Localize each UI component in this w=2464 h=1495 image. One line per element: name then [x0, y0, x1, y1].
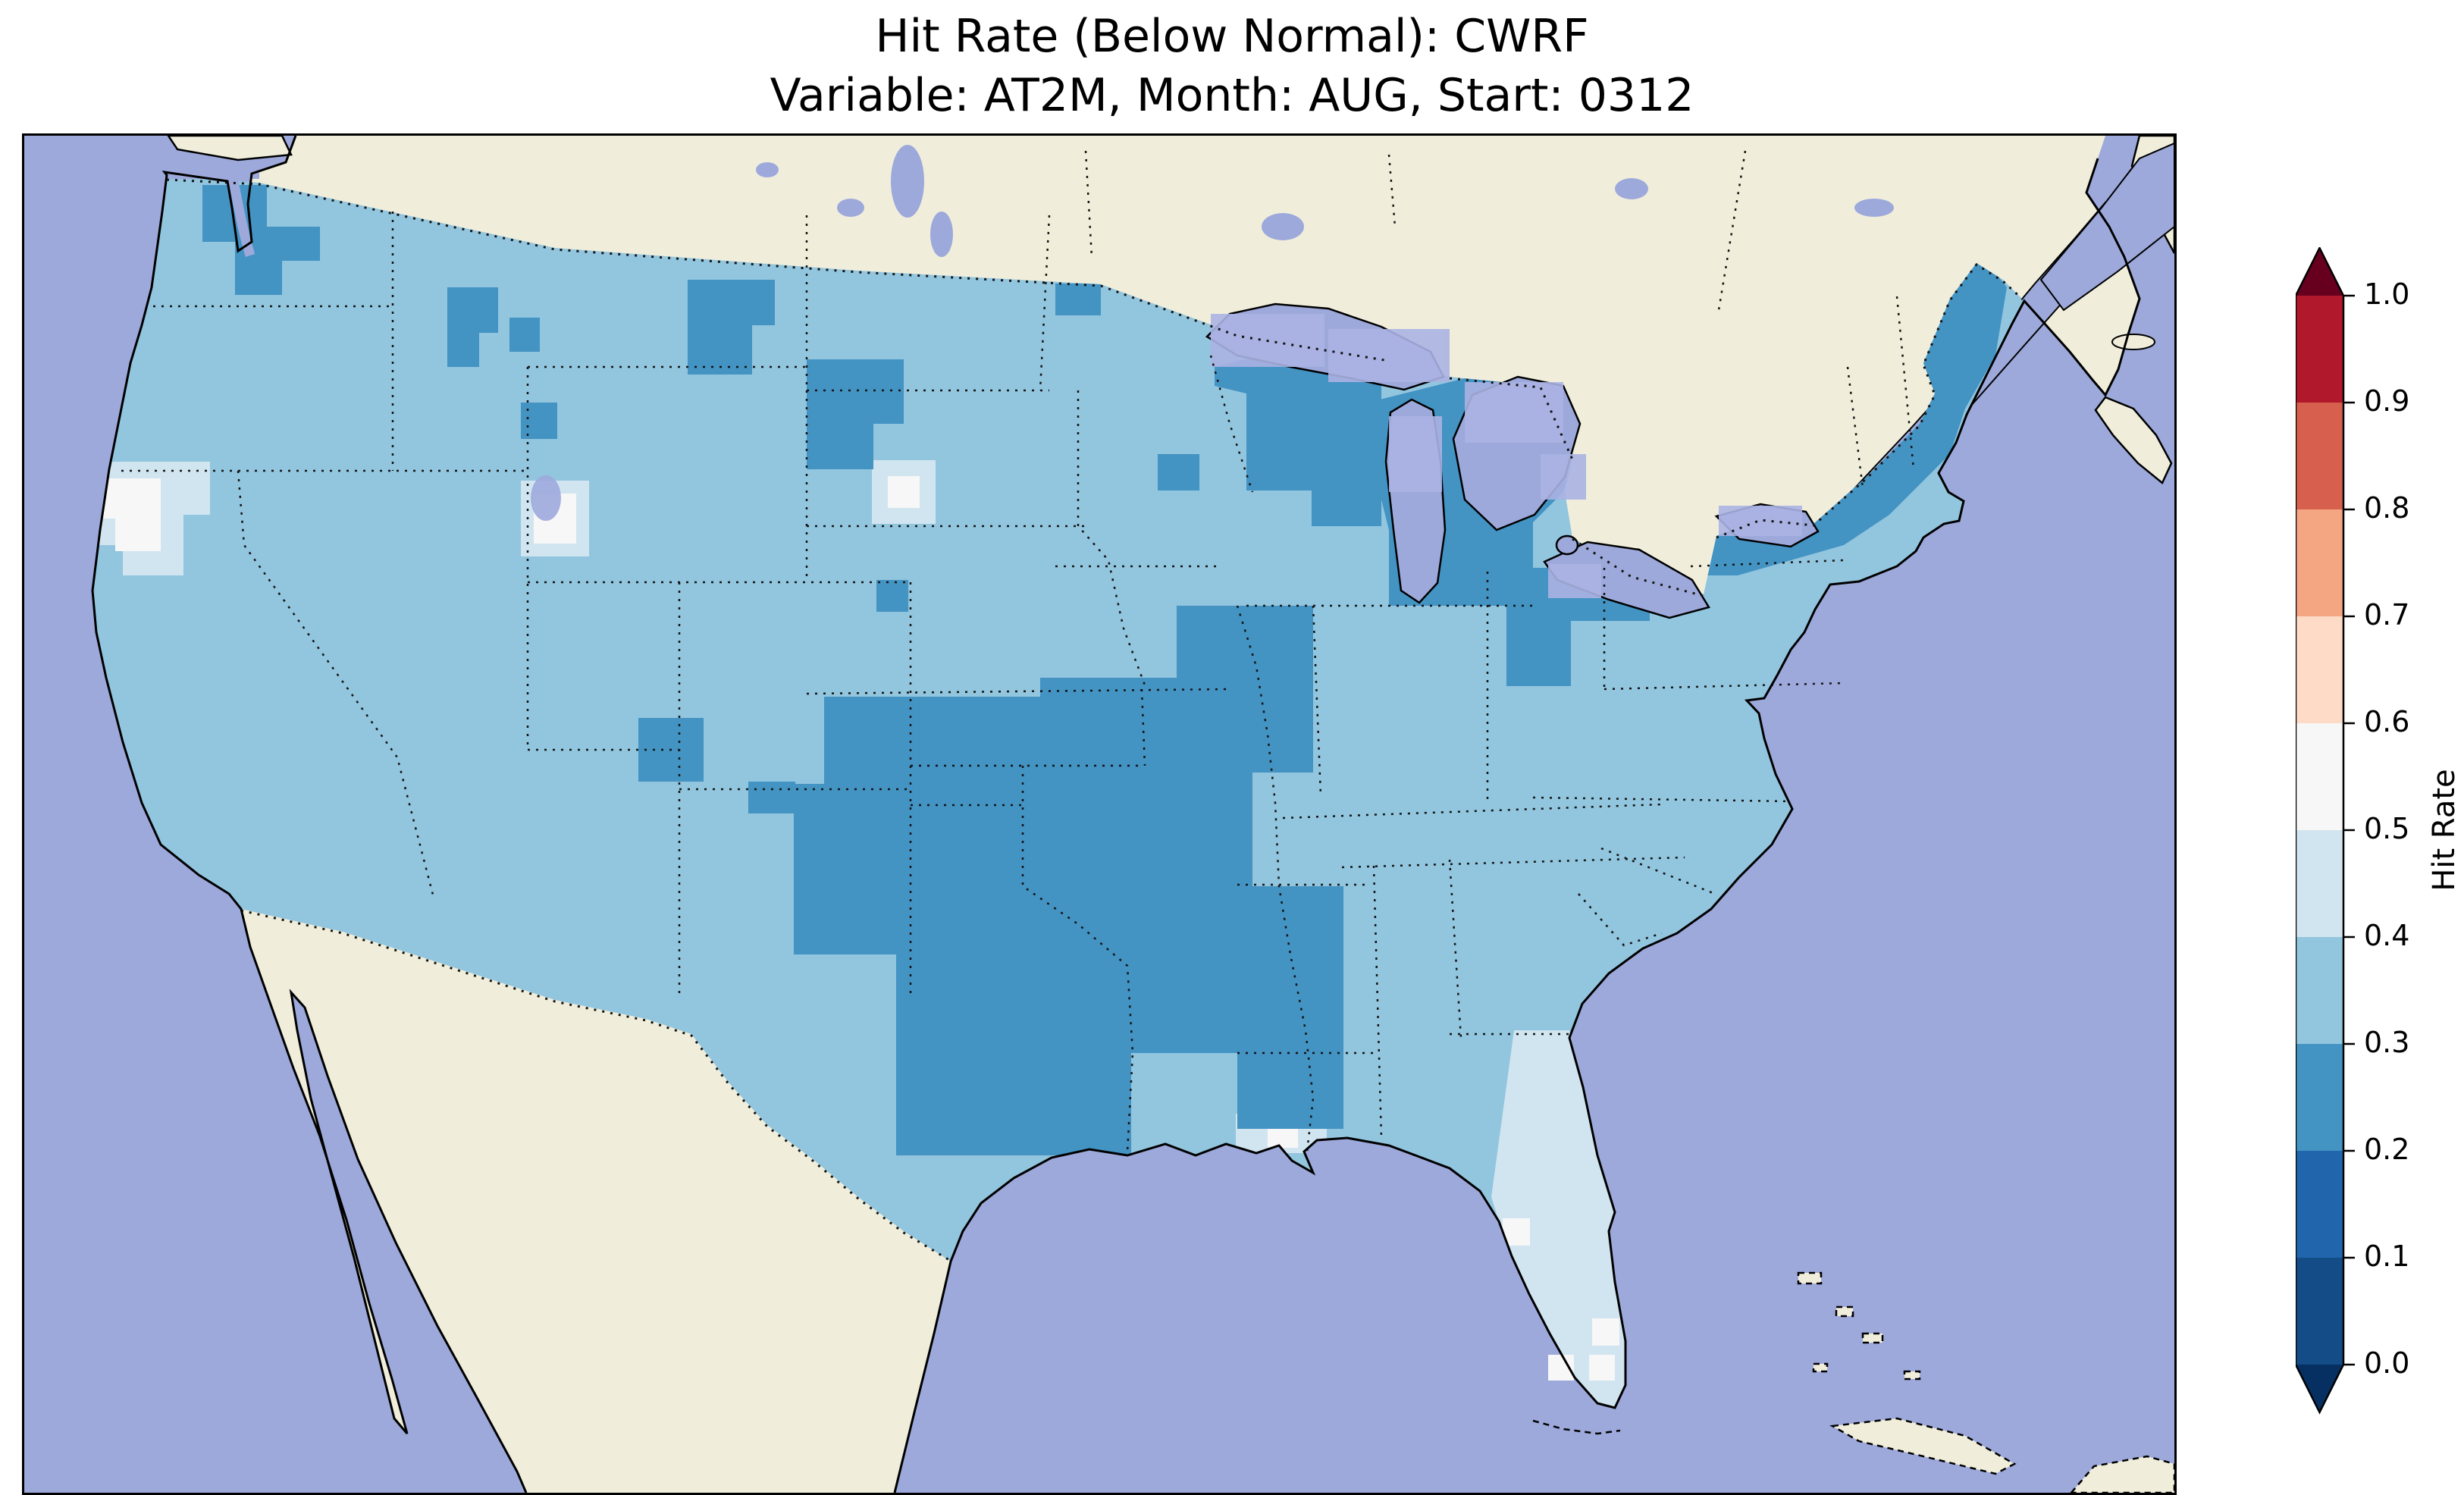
bahamas-island — [1812, 1362, 1829, 1373]
hit-rate-cell-white — [888, 476, 920, 508]
colorbar-bin — [2296, 1151, 2343, 1258]
us-hit-rate-map — [24, 136, 2174, 1493]
coastline-east — [893, 158, 2141, 1493]
hispaniola-edge — [2070, 1455, 2174, 1493]
hit-rate-patch-florida-light — [1491, 1030, 1625, 1408]
colorbar-tick-label: 0.4 — [2364, 919, 2410, 952]
hit-rate-cell-dark — [521, 403, 557, 439]
great-salt-lake — [531, 475, 561, 521]
colorbar-axis-label: Hit Rate — [2427, 769, 2462, 892]
bahamas-island — [1835, 1305, 1854, 1318]
coastline-west — [91, 136, 528, 1493]
st-lawrence-estuary — [2039, 142, 2174, 312]
hit-rate-cell-dark — [1158, 454, 1199, 490]
colorbar-tick-label: 0.6 — [2364, 705, 2410, 738]
colorbar-bin — [2296, 830, 2343, 937]
colorbar — [2296, 247, 2355, 1415]
map-axes-frame — [22, 133, 2177, 1495]
colorbar-tick-label: 0.7 — [2364, 598, 2410, 632]
hit-rate-patch-dakotas — [807, 359, 904, 469]
colorbar-tick-label: 0.2 — [2364, 1133, 2410, 1166]
cuba — [1829, 1417, 2017, 1475]
chart-subtitle: Variable: AT2M, Month: AUG, Start: 0312 — [770, 69, 1694, 122]
hit-rate-cell-white — [1592, 1318, 1619, 1346]
hit-rate-patch-southern-plains — [794, 606, 1343, 1155]
hit-rate-patch-idaho — [447, 287, 498, 367]
colorbar-bin — [2296, 403, 2343, 509]
bahamas-island — [1797, 1271, 1823, 1285]
prince-edward-island — [2111, 334, 2155, 350]
colorbar-tick-label: 0.0 — [2364, 1346, 2410, 1380]
hit-rate-cell-dark — [876, 580, 908, 612]
colorbar-tick-label: 0.1 — [2364, 1240, 2410, 1273]
bahamas-island — [1861, 1332, 1884, 1344]
bahamas-island — [1903, 1370, 1921, 1381]
hit-rate-cell-dark — [1055, 284, 1101, 315]
caribbean-islands — [1532, 1271, 2174, 1493]
lake-overlay-cells — [1211, 314, 1802, 598]
colorbar-bin — [2296, 1258, 2343, 1365]
chart-title: Hit Rate (Below Normal): CWRF — [875, 10, 1589, 63]
colorbar-extend-low — [2296, 1365, 2343, 1412]
colorbar-bin — [2296, 616, 2343, 723]
colorbar-ticks — [2343, 294, 2355, 1366]
colorbar-bin — [2296, 509, 2343, 616]
lake-st-clair — [1555, 534, 1579, 556]
vancouver-island — [167, 136, 293, 161]
florida-keys — [1532, 1419, 1621, 1435]
colorbar-tick-label: 0.5 — [2364, 812, 2410, 845]
colorbar-bin — [2296, 723, 2343, 830]
colorbar-tick-label: 0.9 — [2364, 384, 2410, 418]
hit-rate-patch-montana — [688, 280, 775, 375]
state-borders — [121, 150, 1915, 1152]
colorbar-extend-high — [2296, 248, 2343, 296]
colorbar-tick-label: 0.8 — [2364, 491, 2410, 525]
nova-scotia — [2094, 396, 2173, 484]
colorbar-tick-label: 0.3 — [2364, 1026, 2410, 1059]
hit-rate-cell-dark — [509, 318, 540, 352]
canada-lakes — [756, 145, 1894, 257]
hit-rate-patch-wisconsin — [1215, 346, 1381, 526]
colorbar-tick-label: 1.0 — [2364, 277, 2410, 311]
hit-rate-cell-dark — [748, 782, 795, 813]
colorbar-bin — [2296, 1044, 2343, 1151]
colorbar-bin — [2296, 937, 2343, 1044]
colorbar-bin — [2296, 296, 2343, 403]
hit-rate-cell-white-offshore — [1589, 1355, 1615, 1381]
